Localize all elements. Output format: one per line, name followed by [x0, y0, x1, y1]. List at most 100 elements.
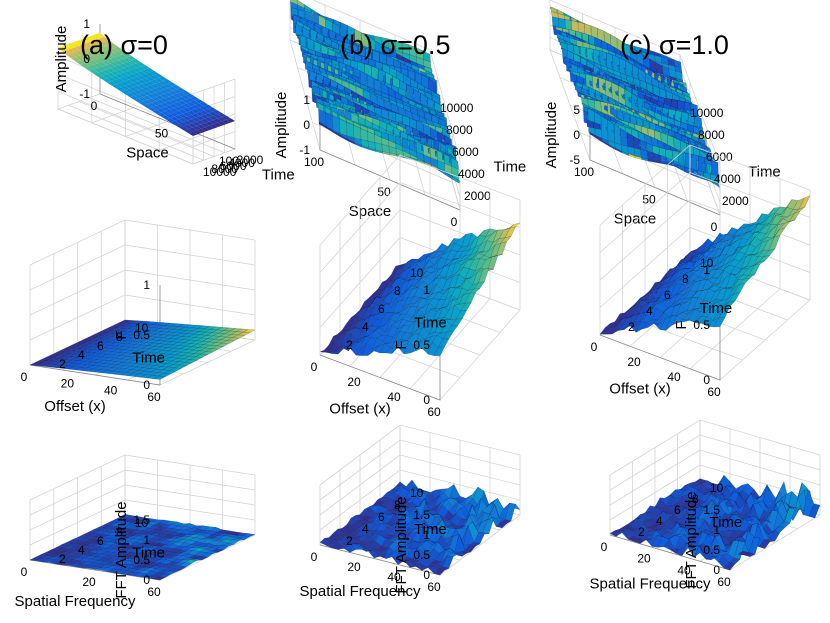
- surface-patch-a1: [150, 79, 160, 84]
- surface-patch-a2: [213, 336, 227, 341]
- surface-patch-a2: [174, 348, 188, 353]
- surface-patch-a1: [154, 73, 163, 78]
- surface-patch-a1: [111, 70, 120, 76]
- surface-patch-a1: [111, 75, 121, 80]
- surface-patch-a1: [110, 61, 120, 67]
- surface-patch-a1: [88, 55, 98, 61]
- surface-patch-a1: [102, 73, 112, 79]
- surface-patch-a2: [168, 332, 182, 336]
- z-tick-label-c2: 0.5: [693, 318, 710, 332]
- surface-patch-a1: [190, 104, 200, 110]
- surface-patch-a1: [136, 70, 146, 76]
- surface-patch-a1: [105, 45, 114, 50]
- y-tick-label-c2: 10: [700, 256, 714, 270]
- surface-patch-a2: [195, 353, 209, 358]
- surface-patch-a2: [199, 331, 213, 336]
- surface-patch-a2: [152, 375, 166, 380]
- z-axis-label-b2: F: [393, 340, 410, 349]
- surface-patch-a1: [127, 55, 136, 61]
- surface-patch-a1: [142, 91, 152, 96]
- surface-patch-a1: [222, 119, 231, 124]
- surface-patch-a1: [186, 102, 196, 107]
- surface-patch-a1: [111, 79, 121, 85]
- surface-patch-a1: [208, 115, 218, 121]
- surface-patch-a2: [143, 348, 157, 353]
- surface-patch-a1: [143, 99, 152, 105]
- surface-patch-a1: [174, 119, 184, 124]
- surface-patch-a1: [89, 69, 99, 74]
- surface-patch-a1: [97, 52, 106, 58]
- x-tick-label-a1: 100: [219, 154, 239, 168]
- surface-patch-a1: [173, 106, 183, 111]
- surface-patch-a1: [173, 97, 182, 103]
- surface-patch-a1: [112, 84, 121, 89]
- surface-patch-a1: [98, 70, 107, 76]
- surface-patch-a1: [201, 127, 210, 132]
- surface-patch-a1: [134, 98, 144, 103]
- y-tick-label-c1: 2000: [722, 194, 749, 208]
- surface-patch-a1: [187, 110, 196, 115]
- surface-patch-a1: [217, 121, 227, 126]
- surface-patch-a1: [127, 64, 137, 70]
- surface-patch-a1: [114, 55, 124, 61]
- y-tick-label-a2: 2: [59, 357, 66, 371]
- y-tick-label-a3: 6: [97, 534, 104, 548]
- z-tick-label-c1: 0: [573, 128, 580, 142]
- surface-patch-a1: [208, 107, 217, 112]
- surface-patch-a1: [208, 111, 218, 116]
- surface-patch-a2: [184, 343, 199, 347]
- surface-patch-a1: [179, 122, 188, 127]
- surface-patch-a1: [110, 66, 120, 71]
- surface-patch-a1: [150, 75, 159, 80]
- surface-patch-a1: [184, 129, 193, 134]
- surface-patch-a1: [106, 58, 115, 64]
- y-axis-label-a1: Time: [262, 166, 295, 183]
- y-tick-label-a3: 2: [59, 552, 66, 566]
- surface-patch-a1: [98, 75, 108, 80]
- surface-patch-a2: [177, 323, 191, 328]
- y-tick-label-c2: 4: [646, 304, 653, 318]
- surface-patch-a2: [160, 363, 175, 368]
- surface-patch-a2: [150, 368, 164, 373]
- surface-patch-a1: [91, 39, 101, 45]
- surface-patch-a1: [115, 78, 125, 83]
- surface-patch-a1: [100, 36, 109, 42]
- surface-patch-a1: [129, 91, 139, 96]
- surface-patch-a1: [174, 115, 184, 120]
- surface-patch-a1: [104, 40, 114, 46]
- y-tick-label-a1: 6000: [220, 159, 247, 173]
- surface-patch-a1: [143, 104, 153, 109]
- x-tick-label-a3: 0: [21, 565, 28, 579]
- surface-patch-a1: [139, 101, 148, 106]
- surface-patch-b1: [450, 157, 459, 170]
- surface-patch-a1: [182, 103, 191, 108]
- surface-patch-a1: [146, 80, 155, 86]
- surface-patch-a1: [96, 38, 105, 44]
- surface-patch-a1: [190, 100, 200, 105]
- surface-patch-a2: [182, 336, 196, 341]
- surface-patch-a1: [183, 120, 193, 125]
- surface-patch-a1: [71, 52, 80, 58]
- surface-patch-a1: [105, 49, 115, 55]
- surface-patch-a2: [208, 339, 222, 343]
- surface-patch-a1: [190, 96, 199, 101]
- surface-patch-a2: [151, 356, 166, 360]
- y-tick-label-c2: 2: [628, 320, 635, 334]
- surface-patch-a2: [139, 339, 153, 343]
- surface-patch-a2: [223, 327, 237, 332]
- surface-patch-a1: [91, 34, 101, 40]
- surface-patch-a2: [162, 334, 177, 339]
- z-axis-label-b1: Amplitude: [273, 92, 290, 159]
- surface-patch-a2: [139, 374, 153, 379]
- surface-patch-a1: [195, 107, 205, 112]
- surface-patch-a2: [155, 366, 169, 371]
- surface-patch-a1: [113, 46, 123, 52]
- z-axis-label-a2: F: [113, 330, 130, 339]
- surface-patch-a1: [141, 73, 151, 79]
- surface-patch-a2: [158, 373, 172, 377]
- surface-patch-a1: [142, 82, 151, 87]
- surface-patch-a1: [125, 92, 135, 98]
- surface-patch-a1: [154, 82, 164, 87]
- surface-patch-a2: [51, 355, 65, 359]
- z-axis-label-b3: FFT Amplitude: [393, 496, 410, 593]
